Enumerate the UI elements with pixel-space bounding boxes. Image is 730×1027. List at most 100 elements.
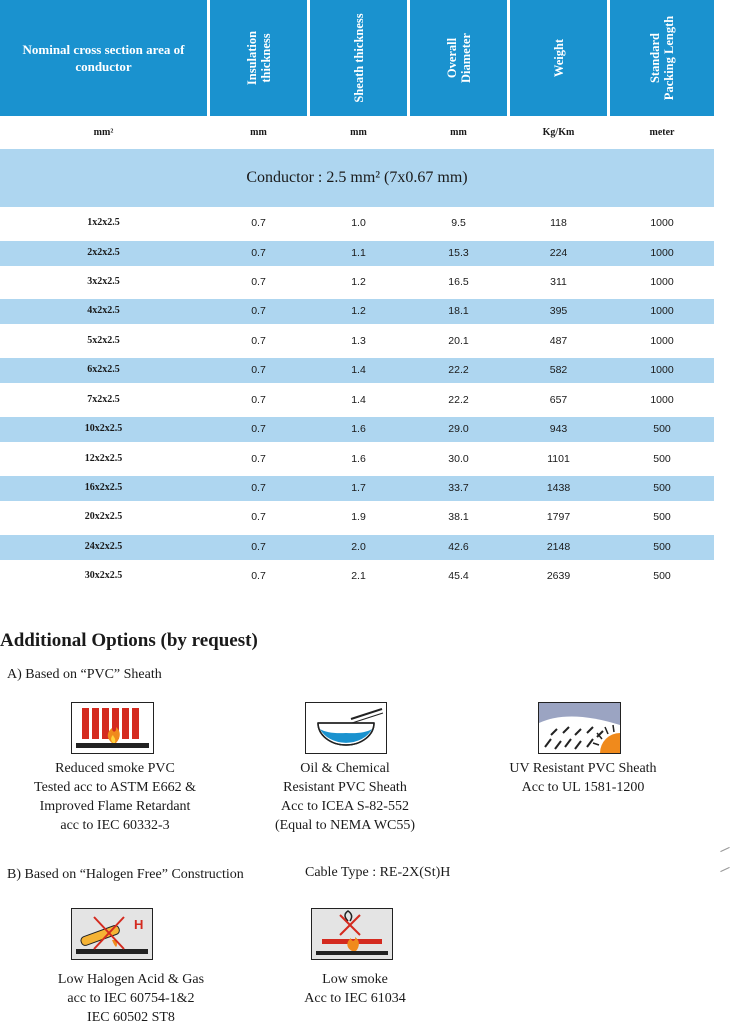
- header-insulation-line1: Insulation: [244, 30, 259, 86]
- cell-weight: 1438: [546, 482, 571, 494]
- header-diameter-line1: Overall: [444, 37, 459, 79]
- unit-weight: Kg/Km: [542, 127, 575, 138]
- header-sheath-label: Sheath thickness: [351, 13, 366, 103]
- low-halogen-caption: Low Halogen Acid & Gas acc to IEC 60754-…: [36, 970, 226, 1027]
- cell-packing: 1000: [650, 364, 674, 376]
- unit-sheath: mm: [350, 127, 367, 138]
- caption-line: UV Resistant PVC Sheath: [509, 761, 657, 776]
- cell-sheath: 1.2: [351, 305, 366, 317]
- cell-sheath: 1.4: [351, 364, 366, 376]
- pvc-heading: A) Based on “PVC” Sheath: [7, 667, 162, 682]
- cell-sheath: 1.6: [351, 453, 366, 465]
- edge-mark: [720, 846, 730, 853]
- cell-weight: 2148: [546, 541, 571, 553]
- cell-size: 20x2x2.5: [84, 511, 123, 522]
- table-row: 10x2x2.5 0.7 1.6 29.0 943 500: [0, 417, 714, 442]
- cell-insulation: 0.7: [251, 305, 266, 317]
- cell-insulation: 0.7: [251, 217, 266, 229]
- cell-weight: 311: [550, 276, 567, 288]
- cell-packing: 500: [653, 482, 671, 494]
- cell-packing: 1000: [650, 276, 674, 288]
- caption-line: Acc to IEC 61034: [304, 991, 406, 1006]
- cell-weight: 943: [549, 423, 568, 435]
- cell-sheath: 1.6: [351, 423, 366, 435]
- oil-chemical-icon: [305, 702, 387, 754]
- cell-size: 12x2x2.5: [84, 453, 123, 464]
- header-insulation-line2: thickness: [258, 33, 273, 83]
- table-row: 6x2x2.5 0.7 1.4 22.2 582 1000: [0, 358, 714, 383]
- cell-weight: 118: [550, 217, 567, 229]
- cell-insulation: 0.7: [251, 364, 266, 376]
- cell-size: 4x2x2.5: [87, 305, 120, 316]
- cell-sheath: 1.4: [351, 394, 366, 406]
- caption-line: Acc to ICEA S-82-552: [281, 799, 409, 814]
- cell-size: 16x2x2.5: [84, 482, 123, 493]
- caption-line: Low Halogen Acid & Gas: [57, 972, 205, 987]
- table-row: 12x2x2.5 0.7 1.6 30.0 1101 500: [0, 447, 714, 472]
- edge-mark: [720, 866, 730, 873]
- unit-cross-section: mm²: [93, 127, 114, 138]
- cell-weight: 582: [549, 364, 568, 376]
- cell-diameter: 20.1: [448, 335, 469, 347]
- halogen-free-heading: B) Based on “Halogen Free” Construction: [7, 867, 244, 882]
- cell-weight: 224: [549, 247, 568, 259]
- cell-diameter: 42.6: [448, 541, 469, 553]
- cell-size: 6x2x2.5: [87, 364, 120, 375]
- cell-insulation: 0.7: [251, 453, 266, 465]
- flame-retardant-caption: Reduced smoke PVC Tested acc to ASTM E66…: [30, 759, 200, 835]
- cell-packing: 1000: [650, 335, 674, 347]
- cell-packing: 500: [653, 541, 671, 553]
- cell-weight: 1797: [546, 511, 571, 523]
- cell-packing: 500: [653, 511, 671, 523]
- cell-sheath: 2.1: [351, 570, 366, 582]
- cell-diameter: 29.0: [448, 423, 469, 435]
- table-row: 2x2x2.5 0.7 1.1 15.3 224 1000: [0, 241, 714, 266]
- cell-size: 3x2x2.5: [87, 276, 120, 287]
- cell-insulation: 0.7: [251, 247, 266, 259]
- low-smoke-caption: Low smoke Acc to IEC 61034: [285, 970, 425, 1008]
- caption-line: acc to IEC 60754-1&2: [67, 991, 195, 1006]
- cell-insulation: 0.7: [251, 394, 266, 406]
- low-halogen-icon: H: [71, 908, 153, 960]
- caption-line: Improved Flame Retardant: [39, 799, 191, 814]
- cell-diameter: 33.7: [448, 482, 469, 494]
- cell-diameter: 16.5: [448, 276, 469, 288]
- cell-diameter: 22.2: [448, 394, 469, 406]
- unit-insulation: mm: [250, 127, 267, 138]
- cell-sheath: 1.2: [351, 276, 366, 288]
- cell-insulation: 0.7: [251, 541, 266, 553]
- cell-insulation: 0.7: [251, 482, 266, 494]
- header-diameter: Overall Diameter: [410, 0, 507, 116]
- cell-sheath: 1.0: [351, 217, 366, 229]
- header-packing-line2: Packing Length: [662, 15, 676, 101]
- table-row: 1x2x2.5 0.7 1.0 9.5 118 1000: [0, 211, 714, 236]
- cell-diameter: 45.4: [448, 570, 469, 582]
- caption-line: IEC 60502 ST8: [87, 1010, 175, 1025]
- caption-line: (Equal to NEMA WC55): [274, 818, 416, 833]
- cell-packing: 500: [653, 423, 671, 435]
- cell-packing: 500: [653, 453, 671, 465]
- table-row: 3x2x2.5 0.7 1.2 16.5 311 1000: [0, 270, 714, 295]
- cell-size: 10x2x2.5: [84, 423, 123, 434]
- cell-size: 7x2x2.5: [87, 394, 120, 405]
- caption-line: Reduced smoke PVC: [55, 761, 175, 776]
- flame-retardant-icon: [71, 702, 154, 754]
- cell-weight: 2639: [546, 570, 571, 582]
- cell-diameter: 18.1: [448, 305, 469, 317]
- cell-weight: 487: [549, 335, 568, 347]
- cell-sheath: 1.7: [351, 482, 366, 494]
- svg-text:H: H: [134, 917, 143, 932]
- cell-insulation: 0.7: [251, 276, 266, 288]
- table-row: 5x2x2.5 0.7 1.3 20.1 487 1000: [0, 329, 714, 354]
- cell-sheath: 1.9: [351, 511, 366, 523]
- cell-weight: 395: [549, 305, 568, 317]
- conductor-band: Conductor : 2.5 mm² (7x0.67 mm): [0, 149, 714, 207]
- cell-weight: 1101: [547, 453, 570, 465]
- caption-line: Tested acc to ASTM E662 &: [34, 780, 196, 795]
- caption-line: acc to IEC 60332-3: [60, 818, 170, 833]
- cell-sheath: 2.0: [351, 541, 366, 553]
- header-weight-label: Weight: [551, 38, 566, 78]
- table-row: 7x2x2.5 0.7 1.4 22.2 657 1000: [0, 388, 714, 413]
- header-diameter-line2: Diameter: [458, 33, 473, 83]
- cell-size: 24x2x2.5: [84, 541, 123, 552]
